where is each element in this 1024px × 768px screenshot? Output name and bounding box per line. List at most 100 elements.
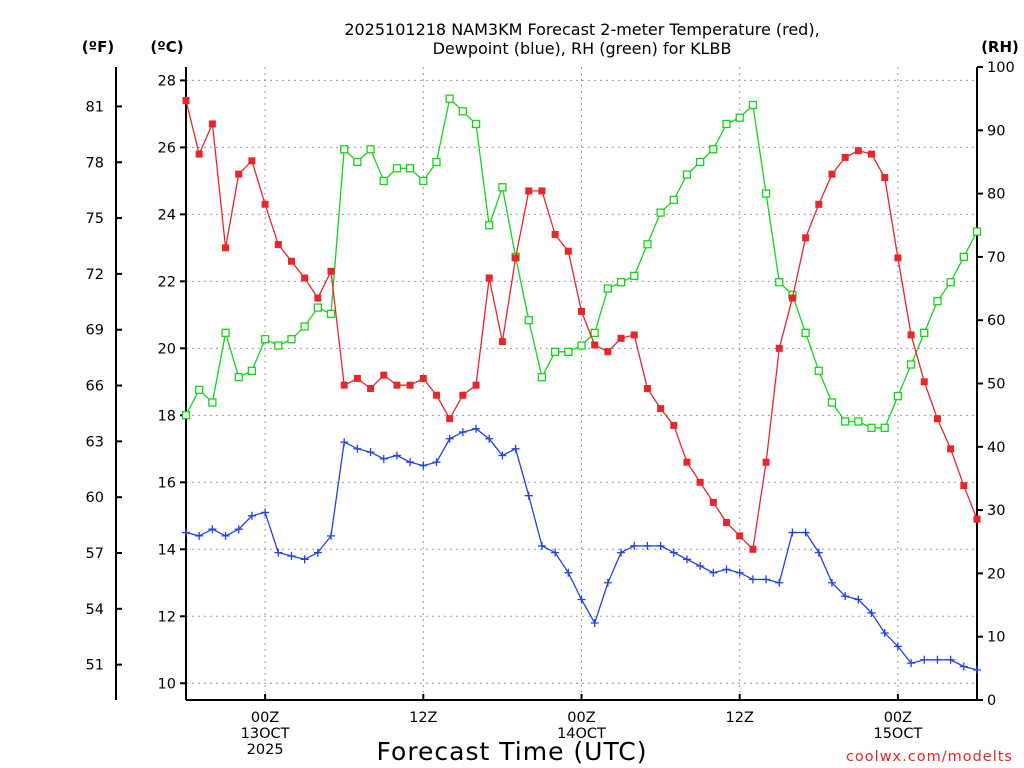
rh-point	[485, 221, 494, 230]
rh-point	[972, 227, 982, 236]
rh-point	[550, 347, 560, 357]
temperature-point	[578, 307, 585, 315]
rh-point	[340, 145, 349, 154]
temperature-point	[683, 458, 691, 466]
dewpoint-point	[920, 655, 929, 664]
temperature-point	[788, 294, 796, 302]
rh-point	[880, 423, 889, 432]
temperature-point	[564, 247, 572, 255]
temperature-point	[828, 170, 836, 178]
rh-point	[893, 392, 903, 401]
fahrenheit-tick-label: 51	[86, 658, 104, 674]
rh-tick-label: 60	[987, 313, 1005, 329]
rh-point	[260, 335, 270, 344]
temperature-point	[762, 458, 770, 466]
temperature-point	[802, 234, 810, 242]
temperature-point	[274, 241, 282, 249]
dewpoint-point	[841, 592, 850, 601]
rh-point	[801, 328, 810, 338]
rh-point	[445, 94, 454, 103]
dewpoint-point	[656, 541, 665, 550]
dewpoint-point	[709, 568, 718, 577]
temperature-point	[960, 482, 968, 490]
rh-point	[208, 398, 217, 407]
temperature-point	[353, 374, 361, 382]
temperature-point	[498, 338, 506, 346]
dewpoint-point	[669, 548, 678, 557]
dewpoint-point	[234, 525, 243, 534]
dewpoint-point	[748, 575, 757, 584]
axes	[115, 67, 978, 701]
temperature-point	[696, 478, 704, 486]
celsius-tick-label: 24	[158, 207, 176, 223]
celsius-tick-label: 16	[158, 475, 176, 491]
temperature-point	[709, 498, 717, 506]
rh-point	[405, 164, 415, 173]
dewpoint-point	[603, 578, 612, 587]
fahrenheit-tick-label: 63	[86, 434, 104, 450]
dewpoint-point	[775, 578, 784, 587]
fahrenheit-tick-label: 72	[86, 267, 104, 283]
dewpoint-point	[762, 575, 771, 584]
rh-unit-label: (RH)	[981, 38, 1019, 56]
rh-point	[709, 145, 718, 154]
temperature-point	[723, 518, 731, 526]
rh-point	[353, 157, 362, 167]
temperature-point	[235, 170, 243, 178]
temperature-point	[393, 381, 401, 389]
time-tick-label: 13OCT	[241, 726, 290, 742]
temperature-point	[222, 244, 230, 252]
celsius-axis-ticks: 10 12 14 16 18 20 22 24 26 28	[158, 73, 186, 692]
dewpoint-point	[247, 511, 256, 520]
rh-point	[221, 328, 230, 338]
dewpoint-point	[327, 531, 336, 540]
dewpoint-point	[696, 562, 705, 571]
rh-tick-label: 40	[987, 440, 1005, 456]
temperature-point	[367, 385, 375, 393]
temperature-point	[380, 371, 388, 379]
dewpoint-point	[814, 548, 823, 557]
dewpoint-point	[524, 491, 533, 500]
dewpoint-point	[498, 451, 507, 460]
dewpoint-point	[300, 555, 309, 564]
dewpoint-point	[182, 528, 190, 537]
rh-point	[603, 284, 613, 293]
fahrenheit-axis-ticks: 51 54 57 60 63 66 69 72 75 78 81	[86, 99, 122, 674]
celsius-tick-label: 12	[158, 609, 176, 625]
rh-point	[498, 183, 507, 192]
rh-axis-ticks: 0 10 20 30 40 50 60 70 80 90 100	[977, 60, 1015, 709]
dewpoint-point	[907, 659, 916, 668]
dewpoint-point	[274, 548, 283, 557]
rh-point	[775, 278, 784, 287]
temperature-point	[432, 391, 440, 399]
temperature-point	[630, 331, 638, 339]
rh-point	[564, 347, 573, 357]
temperature-point	[973, 515, 981, 523]
rh-point	[537, 373, 547, 382]
dewpoint-point	[880, 629, 889, 638]
dewpoint-point	[933, 655, 942, 664]
rh-point	[656, 208, 665, 217]
dewpoint-point	[959, 662, 968, 671]
rh-point	[841, 417, 850, 426]
fahrenheit-tick-label: 75	[86, 211, 104, 227]
dewpoint-point	[946, 655, 955, 664]
celsius-tick-label: 10	[158, 676, 176, 692]
rh-point	[867, 423, 876, 432]
temperature-point	[512, 254, 520, 262]
dewpoint-point	[366, 448, 375, 457]
rh-point	[735, 113, 744, 122]
rh-tick-label: 90	[987, 123, 1005, 139]
rh-point	[906, 360, 916, 369]
rh-point	[458, 107, 468, 116]
rh-point	[722, 119, 731, 129]
dewpoint-point	[682, 555, 691, 564]
temperature-point	[907, 331, 915, 339]
rh-point	[366, 145, 375, 154]
rh-tick-label: 100	[987, 60, 1015, 76]
rh-point	[195, 385, 204, 394]
rh-tick-label: 0	[987, 693, 996, 709]
rh-point	[181, 410, 191, 420]
